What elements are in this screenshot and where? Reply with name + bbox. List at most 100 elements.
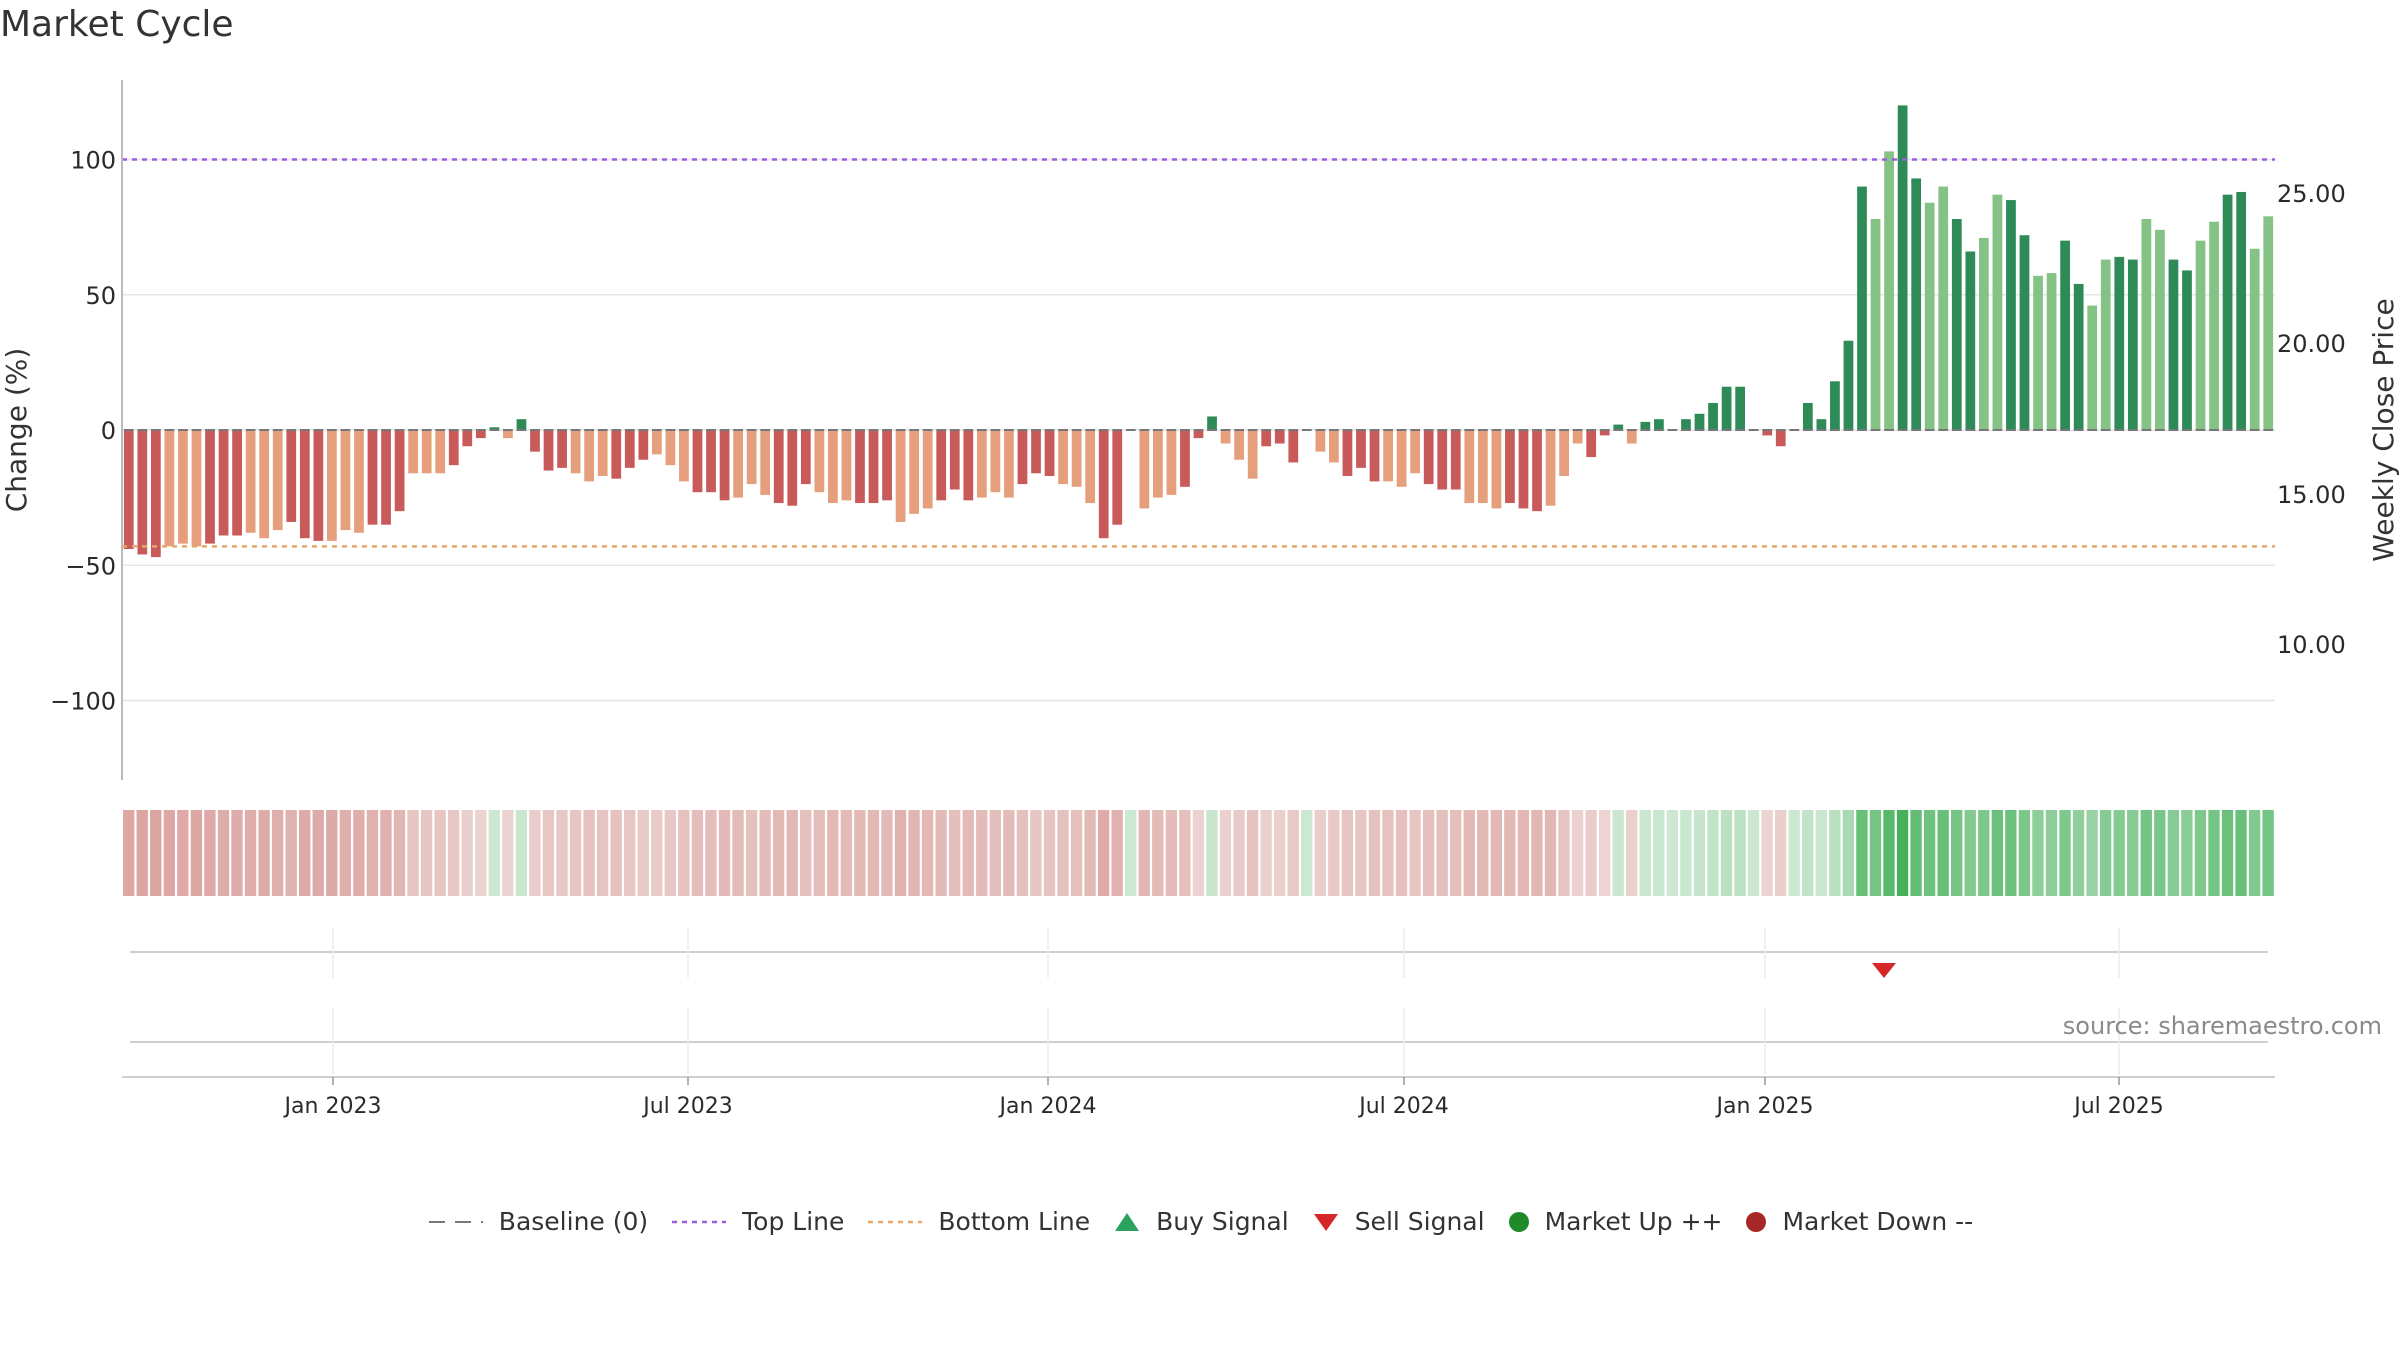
heat-cell [651,810,663,896]
heat-cell [502,810,514,896]
heat-cell [1233,810,1245,896]
bar [191,430,202,547]
legend-label: Sell Signal [1354,1207,1485,1236]
bar [1735,386,1746,430]
bar [327,430,337,541]
heat-cell [1192,810,1205,896]
y2-tick-label: 20.00 [2277,330,2346,358]
bar [909,430,920,514]
heat-cell [976,810,988,896]
bar [1139,430,1150,509]
bar [178,430,188,544]
heat-cell [2221,810,2234,896]
bar [746,430,757,485]
bar [1004,430,1014,498]
heat-cell [2235,810,2247,896]
heat-cell [204,810,216,896]
heat-cell [759,810,771,896]
bar [692,430,703,493]
heat-cell [813,810,825,896]
x-tick-label: Jul 2025 [2072,1094,2164,1119]
heat-cell [1395,810,1408,896]
heat-cell [1206,810,1218,896]
bar [1098,430,1109,539]
heat-cell [1571,810,1584,896]
legend-item-market-down[interactable]: Market Down -- [1744,1207,1973,1236]
bar [1437,430,1448,490]
heat-cell [353,810,365,896]
heat-cell [1152,810,1164,896]
heat-cell [1558,810,1570,896]
heat-cell [1788,810,1800,896]
bar [2100,259,2111,430]
heat-cell [542,810,555,896]
heat-cell [1951,810,1963,896]
bar [1396,430,1407,487]
heat-cell [1517,810,1530,896]
bar [1924,202,1935,430]
bar [272,430,283,531]
bar [1383,430,1393,482]
bar [421,430,432,474]
bar [1274,430,1285,444]
bar [164,430,175,547]
heat-cell [556,810,568,896]
legend-item-market-up[interactable]: Market Up ++ [1507,1207,1722,1236]
heat-cell [339,810,351,896]
legend-item-bottom-line[interactable]: Bottom Line [866,1207,1090,1236]
bar [1708,402,1718,430]
heat-cell [1937,810,1949,896]
heat-cell [624,810,636,896]
heat-cell [2086,810,2098,896]
legend-label: Buy Signal [1156,1207,1289,1236]
bar [1951,219,1962,430]
bar [2019,235,2030,430]
heat-cell [190,810,203,896]
heat-cell [1761,810,1773,896]
bar [800,430,811,485]
heat-cell [1639,810,1651,896]
y-axis-title: Change (%) [0,348,33,513]
legend-item-sell-signal[interactable]: Sell Signal [1311,1207,1485,1236]
bar [475,430,486,439]
heat-cell [1409,810,1421,896]
heat-cell [678,810,690,896]
bar [340,430,351,531]
bar [1017,430,1028,485]
axes: 100 50 0 −50 −100 Change (%) 25.00 20.00 15.00 10… [0,80,2400,1119]
bar [706,430,716,493]
heat-cell [2181,810,2193,896]
bar [557,430,567,468]
bar [1694,413,1705,430]
bar [394,430,405,512]
heat-cell [529,810,541,896]
bar [2209,221,2219,430]
heat-cell [935,810,947,896]
heat-cell [1450,810,1462,896]
circle-icon [1508,1211,1529,1232]
bar [976,430,987,498]
heat-cell [1964,810,1976,896]
bar [1992,194,2003,430]
heat-cell [664,810,676,896]
bar [543,430,554,471]
heat-cell [1693,810,1706,896]
y-tick-label: 100 [70,147,116,175]
heat-cell [1734,810,1746,896]
heat-cell [1273,810,1286,896]
heat-cell [1219,810,1232,896]
bar [2046,273,2057,430]
legend-item-baseline[interactable]: Baseline (0) [427,1207,648,1236]
legend-item-top-line[interactable]: Top Line [670,1207,844,1236]
heat-cell [285,810,297,896]
heat-cell [2127,810,2139,896]
bar [2168,259,2179,430]
heat-cell [583,810,595,896]
heat-cell [2045,810,2058,896]
bar [1193,430,1204,439]
y2-axis-title: Weekly Close Price [2367,298,2400,561]
legend-item-buy-signal[interactable]: Buy Signal [1112,1207,1289,1236]
bar [1857,186,1867,430]
heat-cell [1138,810,1150,896]
bar [2249,248,2260,430]
